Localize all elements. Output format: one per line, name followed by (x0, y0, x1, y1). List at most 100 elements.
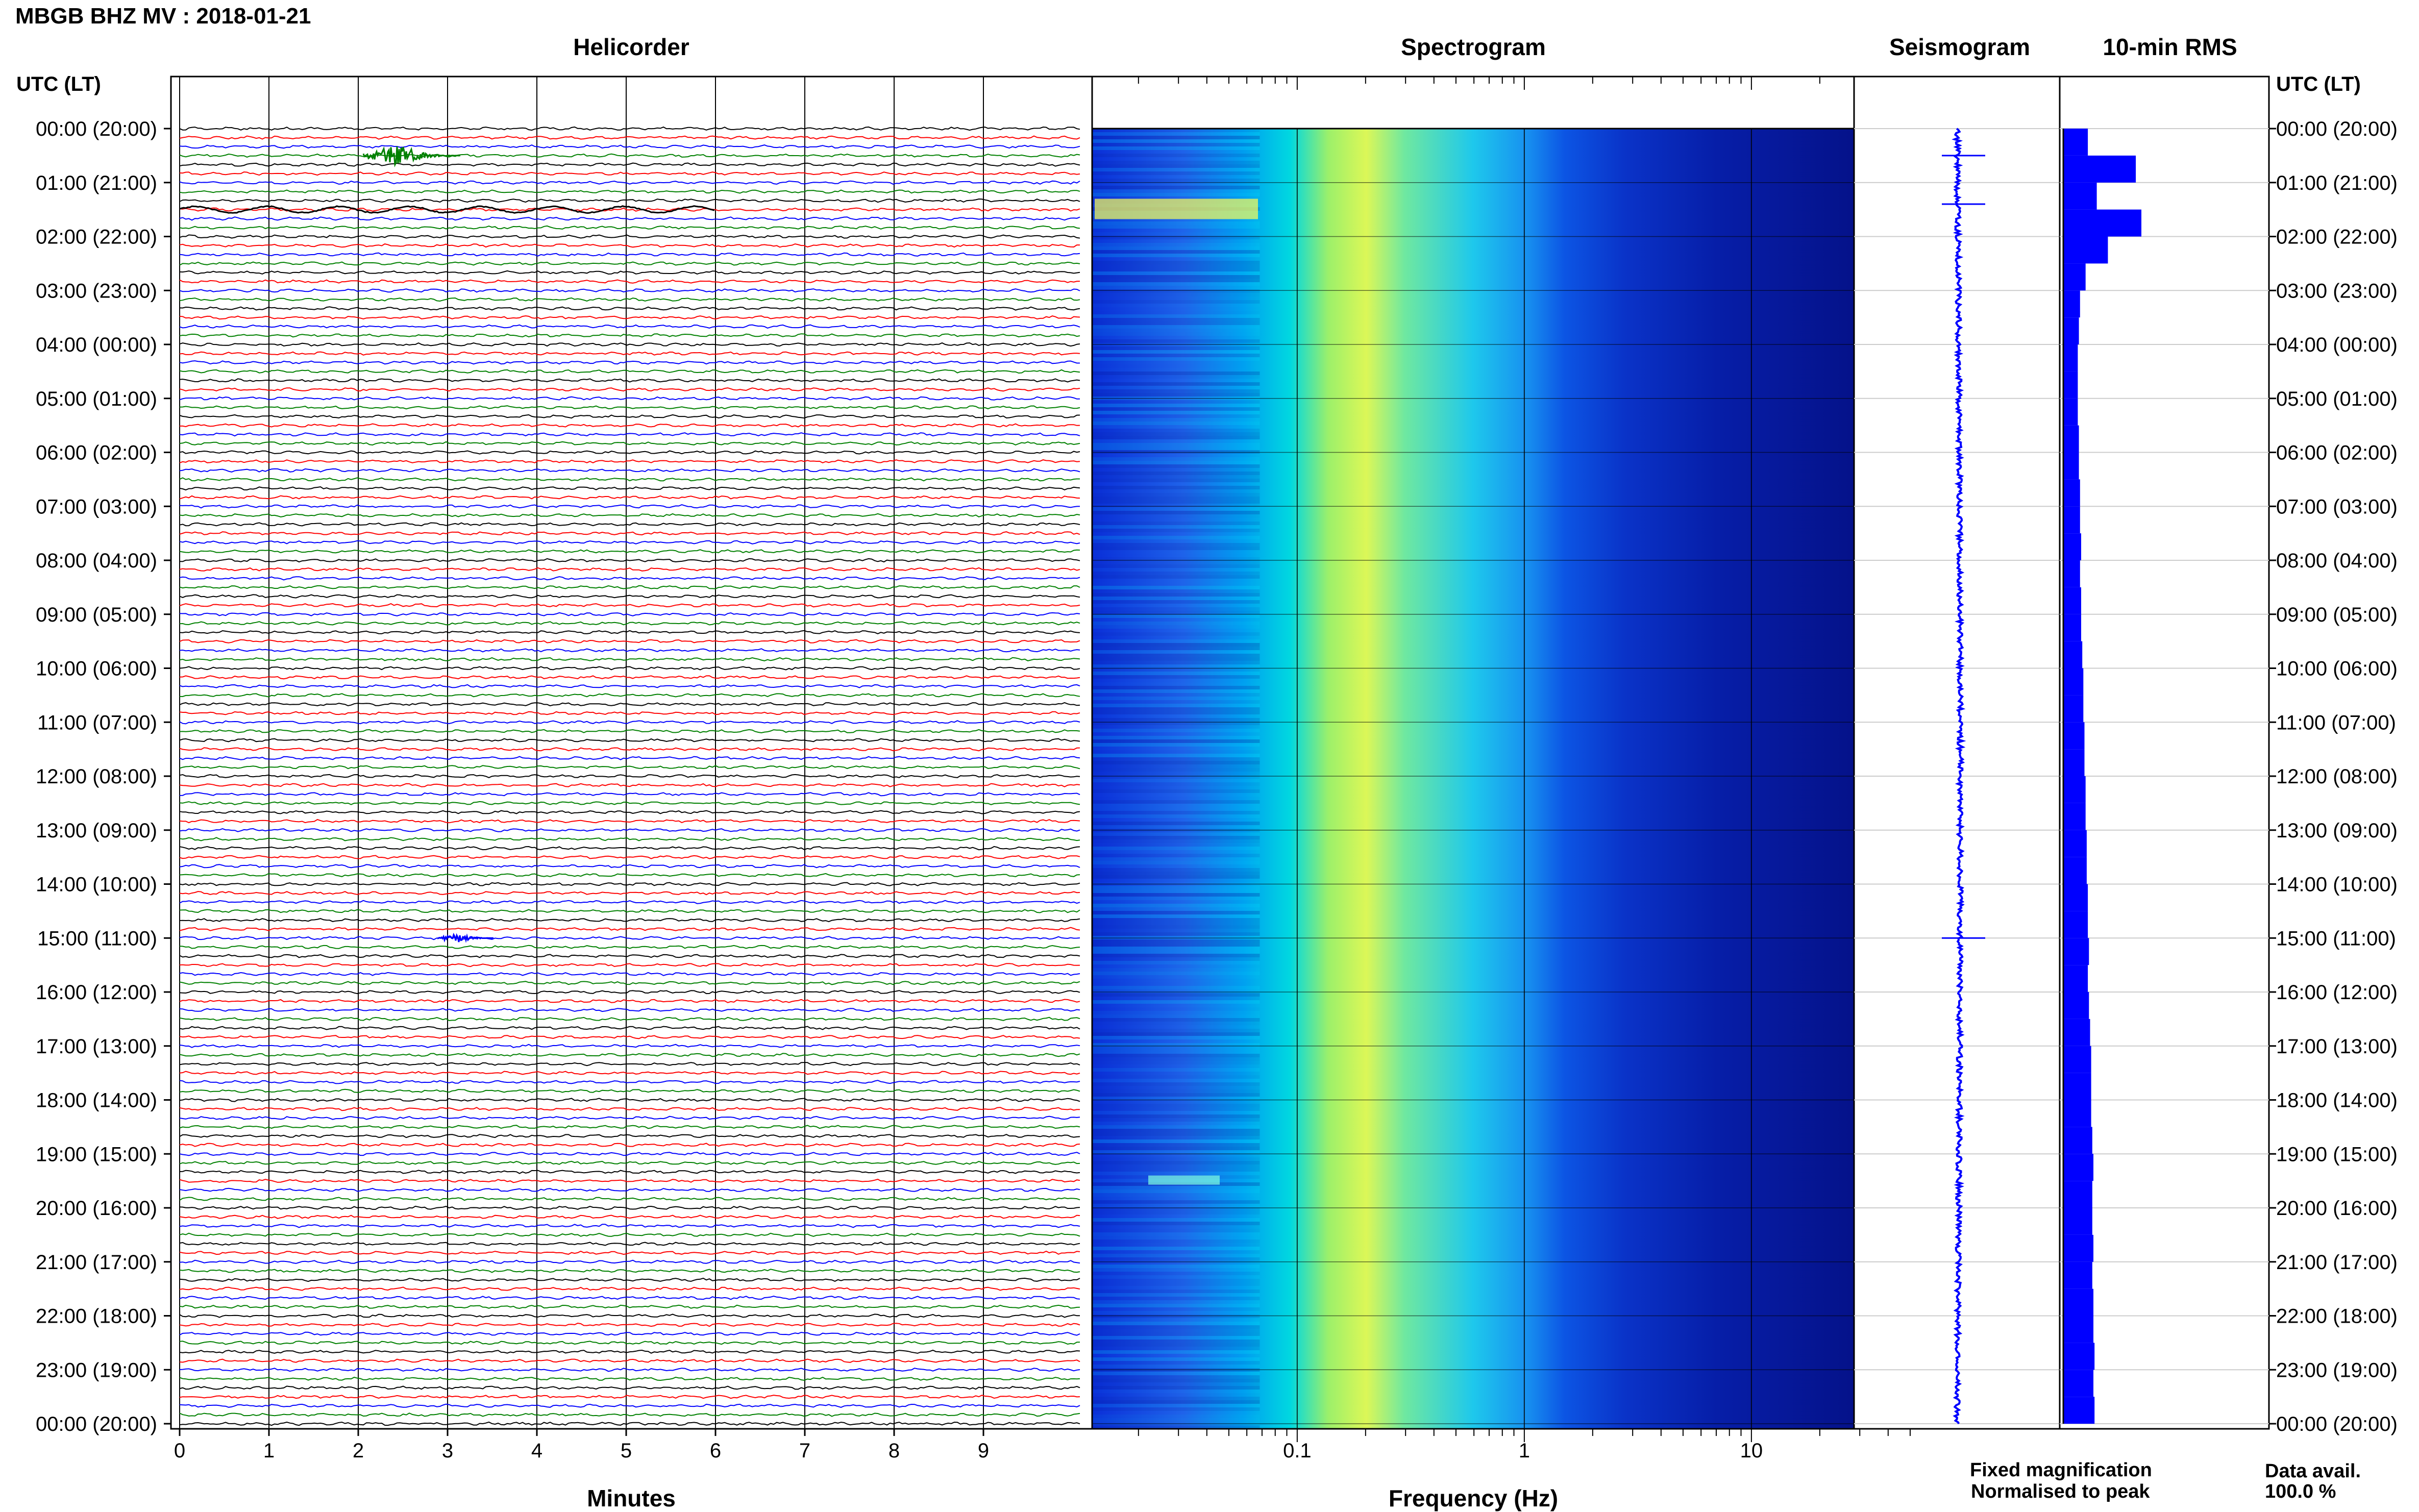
spectrogram-stripe (1092, 393, 1260, 396)
spectrogram-stripe (1092, 693, 1260, 697)
helicorder-trace (179, 648, 1080, 653)
spectrogram-stripe (1092, 482, 1260, 486)
spectrogram-stripe (1092, 822, 1260, 825)
spectrogram-stripe (1092, 1307, 1260, 1311)
spectrogram-stripe (1092, 1147, 1260, 1150)
helicorder-trace (179, 1232, 1080, 1237)
spectrogram-stripe (1092, 1379, 1260, 1382)
spectrogram-stripe (1092, 1400, 1260, 1404)
spectrogram-stripe (1092, 775, 1260, 779)
helicorder-trace (179, 1412, 1080, 1417)
spectrogram-stripe (1092, 357, 1260, 361)
spectrogram-stripe (1092, 764, 1260, 768)
spectrogram-stripe (1092, 825, 1260, 829)
rms-bar (2063, 371, 2078, 399)
spectrogram-stripe (1092, 300, 1260, 304)
helicorder-trace (179, 576, 1080, 581)
helicorder-trace (179, 963, 1080, 968)
helicorder-trace (179, 234, 1080, 239)
spectrogram-stripe (1092, 772, 1260, 775)
spectrogram-stripe (1092, 268, 1260, 271)
helicorder-trace (179, 765, 1080, 770)
rms-bar (2063, 965, 2088, 993)
spectrogram-stripe (1092, 1300, 1260, 1304)
rms-bar (2063, 884, 2088, 911)
spectrogram-stripe (1092, 1265, 1260, 1268)
helicorder-trace (179, 558, 1080, 563)
spectrogram-stripe (1092, 664, 1260, 668)
rms-bar (2063, 1288, 2093, 1316)
spectrogram-stripe (1092, 1425, 1260, 1429)
spectrogram-stripe (1092, 486, 1260, 489)
helicorder-trace (179, 1088, 1080, 1093)
helicorder-trace (179, 1322, 1080, 1327)
spectrogram-stripe (1092, 668, 1260, 672)
helicorder-trace (179, 1368, 1080, 1372)
seismogram-panel (1853, 76, 2061, 1430)
spectrogram-stripe (1092, 1107, 1260, 1111)
helicorder-trace (179, 1376, 1080, 1381)
helicorder-trace (179, 1053, 1080, 1057)
spectrogram-stripe (1092, 622, 1260, 625)
spectrogram-stripe (1092, 150, 1260, 154)
spectrogram-stripe (1092, 675, 1260, 679)
spectrogram-stripe (1092, 257, 1260, 261)
spectrogram-stripe (1092, 789, 1260, 793)
spectrogram-stripe (1092, 218, 1260, 221)
spectrogram-stripe (1092, 843, 1260, 847)
spectrogram-panel: 0.1 1 10 (1091, 76, 1911, 1462)
spectrogram-stripe (1092, 682, 1260, 686)
helicorder-trace (179, 387, 1080, 392)
rms-bar (2063, 263, 2086, 291)
spectrogram-stripe (1092, 1139, 1260, 1143)
helicorder-trace (179, 333, 1080, 338)
spectrogram-stripe (1092, 957, 1260, 961)
spectrogram-stripe (1092, 229, 1260, 232)
spectrogram-stripe (1092, 400, 1260, 404)
spectrogram-stripe (1092, 972, 1260, 975)
spectrogram-stripe (1092, 1172, 1260, 1175)
spectrogram-stripe (1092, 1229, 1260, 1232)
time-label-left: 17:00 (13:00) (36, 1035, 157, 1058)
spectrogram-stripe (1092, 1200, 1260, 1204)
spectrogram-stripe (1092, 279, 1260, 282)
helicorder-trace (179, 909, 1080, 913)
spectrogram-stripe (1092, 868, 1260, 872)
spectrogram-stripe (1092, 1347, 1260, 1350)
spectrogram-stripe (1092, 275, 1260, 279)
time-label-left: 18:00 (14:00) (36, 1089, 157, 1112)
helicorder-trace (179, 1259, 1080, 1264)
rms-bar (2063, 830, 2087, 857)
spectrogram-stripe (1092, 1297, 1260, 1300)
spectrogram-stripe (1092, 979, 1260, 982)
spectrogram-stripe (1092, 564, 1260, 568)
spectrogram-stripe (1092, 1411, 1260, 1415)
time-label-left: 16:00 (12:00) (36, 981, 157, 1004)
helicorder-trace (179, 1341, 1080, 1345)
spectrogram-stripe (1092, 900, 1260, 904)
time-label-left: 12:00 (08:00) (36, 765, 157, 788)
spectrogram-stripe (1092, 447, 1260, 450)
spectrogram-stripe (1092, 289, 1260, 293)
spectrogram-stripe (1092, 379, 1260, 382)
spectrogram-stripe (1092, 547, 1260, 550)
spectrogram-stripe (1092, 511, 1260, 514)
spectrogram-stripe (1092, 672, 1260, 675)
spectrogram-stripe (1092, 1164, 1260, 1168)
spectrogram-stripe (1092, 1225, 1260, 1229)
spectrogram-stripe (1092, 572, 1260, 575)
spectrogram-stripe (1092, 989, 1260, 993)
rms-bar (2063, 533, 2081, 561)
spectrogram-stripe (1092, 704, 1260, 707)
spectrogram-stripe (1092, 1025, 1260, 1029)
helicorder-trace (179, 252, 1080, 257)
helicorder-trace (179, 792, 1080, 797)
rms-bar (2063, 1397, 2095, 1424)
helicorder-trace (179, 855, 1080, 859)
helicorder-trace (179, 1116, 1080, 1120)
spectrogram-stripe (1092, 647, 1260, 650)
helicorder-trace (179, 657, 1080, 662)
spectrogram-stripe (1092, 171, 1260, 175)
spectrogram-stripe (1092, 1311, 1260, 1315)
helicorder-trace (179, 135, 1080, 140)
